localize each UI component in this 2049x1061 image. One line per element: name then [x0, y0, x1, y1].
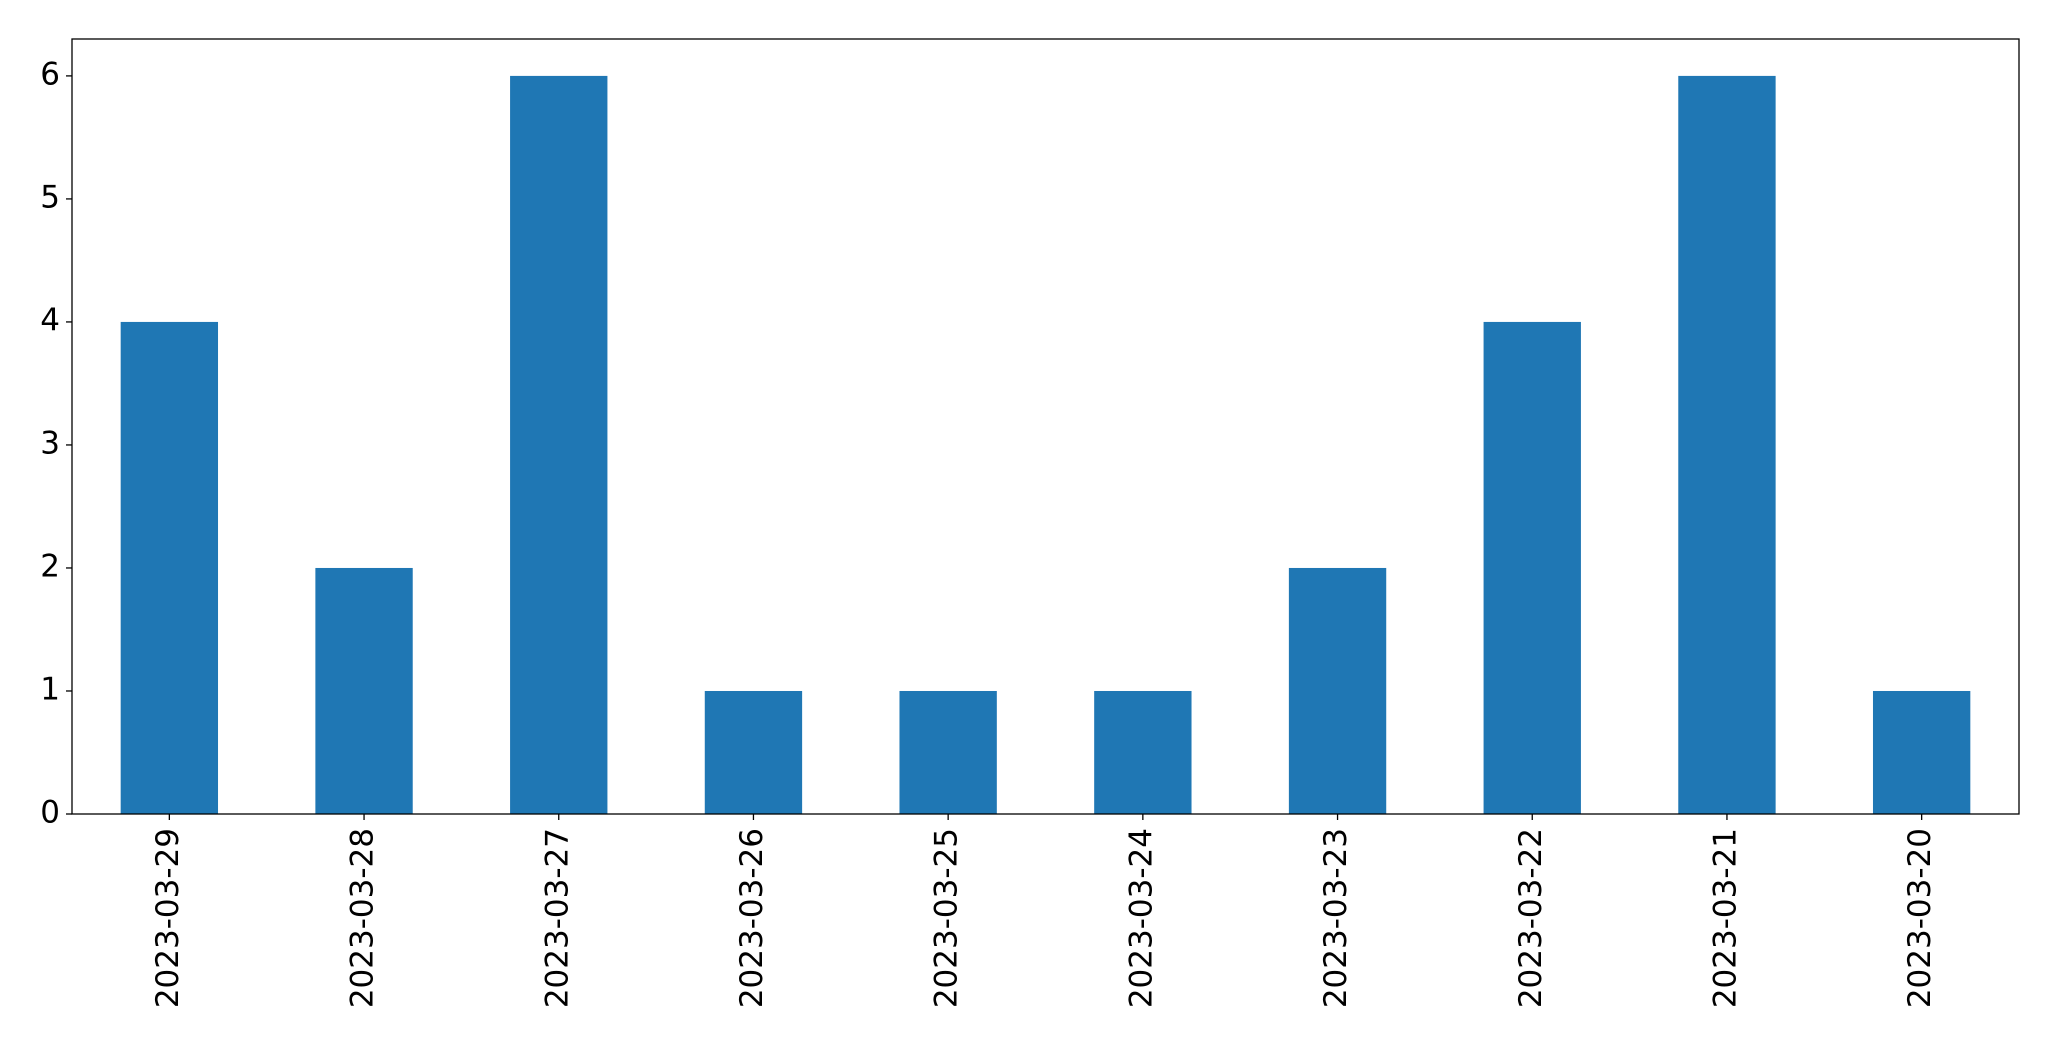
bar: [1288, 567, 1387, 814]
y-tick-label: 3: [40, 425, 60, 461]
plot-frame: [71, 38, 2020, 815]
x-tick-label: 2023-03-22: [1513, 828, 1549, 1008]
x-tick-label: 2023-03-21: [1707, 828, 1743, 1008]
x-tick-label: 2023-03-20: [1902, 828, 1938, 1008]
bar: [1483, 321, 1581, 814]
x-tick-label: 2023-03-28: [345, 828, 381, 1008]
bar: [1094, 690, 1192, 814]
y-tick-label: 5: [40, 179, 60, 215]
x-tick-label: 2023-03-27: [539, 828, 575, 1008]
bar: [899, 690, 997, 814]
x-tick-label: 2023-03-24: [1123, 828, 1159, 1008]
x-tick-label: 2023-03-25: [929, 828, 965, 1008]
bar: [510, 75, 608, 814]
y-tick-label: 4: [40, 302, 60, 338]
bar: [1678, 75, 1776, 814]
x-tick-label: 2023-03-23: [1318, 828, 1354, 1008]
x-tick-label: 2023-03-26: [734, 828, 770, 1008]
y-tick-label: 2: [40, 548, 60, 584]
y-tick-label: 6: [40, 56, 60, 92]
bar: [315, 567, 413, 814]
y-tick-label: 0: [40, 795, 60, 831]
y-tick-label: 1: [40, 671, 60, 707]
bar: [1872, 690, 1971, 814]
bar: [120, 321, 219, 814]
x-tick-label: 2023-03-29: [150, 828, 186, 1008]
bar: [704, 690, 803, 814]
